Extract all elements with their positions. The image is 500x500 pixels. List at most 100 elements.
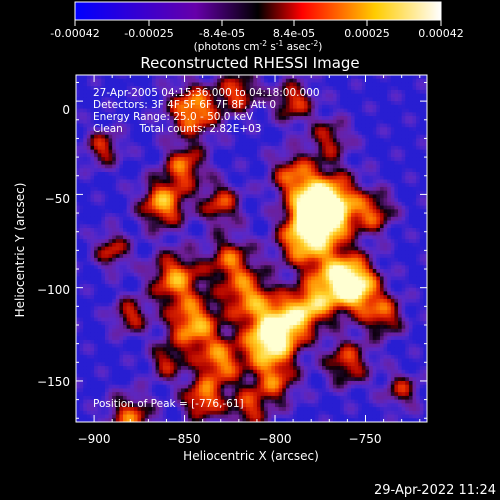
heatmap-cell xyxy=(253,399,258,404)
heatmap-cell xyxy=(144,172,149,177)
heatmap-cell xyxy=(159,339,164,345)
heatmap-cell xyxy=(238,104,244,110)
heatmap-cell xyxy=(260,82,265,87)
heatmap-cell xyxy=(173,384,178,390)
heatmap-cell xyxy=(86,265,92,270)
heatmap-cell xyxy=(199,399,204,404)
heatmap-cell xyxy=(267,227,272,233)
heatmap-cell xyxy=(264,351,269,356)
heatmap-cell xyxy=(141,227,146,233)
heatmap-cell xyxy=(159,362,164,367)
heatmap-cell xyxy=(141,89,146,95)
heatmap-cell xyxy=(217,246,222,251)
heatmap-cell xyxy=(249,108,254,113)
heatmap-cell xyxy=(249,160,254,166)
heatmap-cell xyxy=(86,310,92,315)
heatmap-cell xyxy=(104,336,110,341)
heatmap-cell xyxy=(177,291,182,296)
heatmap-cell xyxy=(173,302,178,307)
heatmap-cell xyxy=(242,250,247,255)
heatmap-cell xyxy=(264,407,269,412)
heatmap-cell xyxy=(260,93,265,98)
heatmap-cell xyxy=(137,369,142,375)
heatmap-cell xyxy=(188,108,193,113)
heatmap-cell xyxy=(130,310,135,315)
heatmap-cell xyxy=(217,172,222,177)
heatmap-cell xyxy=(242,104,247,110)
heatmap-cell xyxy=(260,380,265,386)
heatmap-cell xyxy=(184,347,189,352)
heatmap-cell xyxy=(170,89,175,95)
heatmap-cell xyxy=(199,276,204,281)
heatmap-cell xyxy=(162,313,168,319)
heatmap-cell xyxy=(159,254,164,259)
heatmap-cell xyxy=(199,119,204,125)
heatmap-cell xyxy=(159,399,164,404)
heatmap-cell xyxy=(231,291,236,296)
heatmap-cell xyxy=(170,239,175,244)
heatmap-cell xyxy=(108,116,113,121)
heatmap-cell xyxy=(209,220,215,225)
heatmap-cell xyxy=(141,168,146,173)
heatmap-cell xyxy=(79,272,84,278)
heatmap-cell xyxy=(97,149,102,154)
heatmap-cell xyxy=(94,257,99,263)
heatmap-cell xyxy=(155,295,160,300)
heatmap-cell xyxy=(155,216,160,222)
heatmap-cell xyxy=(86,395,92,401)
heatmap-cell xyxy=(173,351,178,356)
heatmap-cell xyxy=(238,216,244,222)
heatmap-cell xyxy=(177,410,182,416)
heatmap-cell xyxy=(246,377,251,382)
heatmap-cell xyxy=(166,283,171,289)
heatmap-cell xyxy=(180,97,186,102)
heatmap-cell xyxy=(141,276,146,281)
heatmap-cell xyxy=(191,205,197,210)
heatmap-cell xyxy=(209,86,215,91)
heatmap-cell xyxy=(112,403,117,408)
heatmap-cell xyxy=(166,160,171,166)
heatmap-cell xyxy=(76,119,81,125)
heatmap-cell xyxy=(173,224,178,229)
heatmap-cell xyxy=(94,194,99,199)
heatmap-cell xyxy=(170,134,175,140)
heatmap-cell xyxy=(242,254,247,259)
heatmap-cell xyxy=(166,246,171,251)
heatmap-cell xyxy=(206,224,211,229)
heatmap-cell xyxy=(209,179,215,184)
heatmap-cell xyxy=(159,108,164,113)
heatmap-cell xyxy=(151,216,157,222)
heatmap-cell xyxy=(213,392,218,397)
heatmap-cell xyxy=(209,142,215,147)
heatmap-cell xyxy=(133,269,139,274)
heatmap-cell xyxy=(148,231,153,237)
heatmap-cell xyxy=(227,366,233,371)
heatmap-cell xyxy=(112,101,117,106)
heatmap-cell xyxy=(209,242,215,248)
heatmap-cell xyxy=(217,269,222,274)
heatmap-cell xyxy=(115,82,121,87)
heatmap-cell xyxy=(202,201,207,207)
heatmap-cell xyxy=(249,362,254,367)
heatmap-cell xyxy=(137,97,142,102)
heatmap-cell xyxy=(170,198,175,203)
heatmap-cell xyxy=(267,172,272,177)
heatmap-cell xyxy=(119,127,124,132)
heatmap-cell xyxy=(180,343,186,348)
heatmap-cell xyxy=(144,283,149,289)
heatmap-cell xyxy=(235,336,240,341)
heatmap-cell xyxy=(112,209,117,214)
heatmap-cell xyxy=(195,227,200,233)
heatmap-cell xyxy=(256,231,262,237)
heatmap-cell xyxy=(249,183,254,188)
heatmap-cell xyxy=(253,149,258,154)
heatmap-cell xyxy=(209,347,215,352)
heatmap-cell xyxy=(166,123,171,128)
heatmap-cell xyxy=(83,276,88,281)
heatmap-cell xyxy=(112,104,117,110)
heatmap-cell xyxy=(115,142,121,147)
heatmap-cell xyxy=(267,205,272,210)
heatmap-cell xyxy=(191,198,197,203)
heatmap-cell xyxy=(188,280,193,285)
heatmap-cell xyxy=(242,179,247,184)
